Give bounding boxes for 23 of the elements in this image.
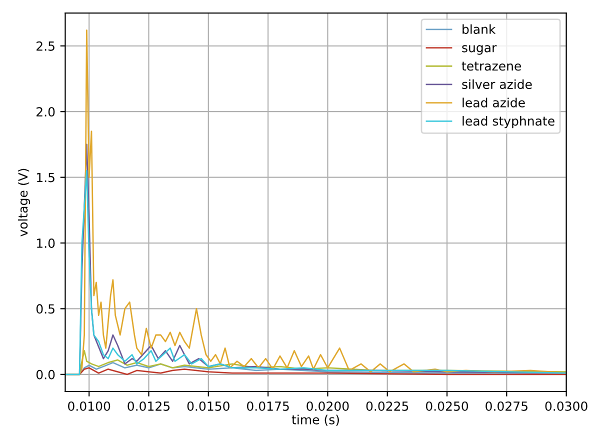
x-tick-label: 0.0175 xyxy=(247,401,289,411)
x-tick-label: 0.0250 xyxy=(426,401,468,411)
y-tick-label: 0.0 xyxy=(36,370,55,380)
legend-label: silver azide xyxy=(462,79,532,90)
x-tick-label: 0.0125 xyxy=(128,401,170,411)
x-tick-label: 0.0225 xyxy=(366,401,408,411)
y-tick-label: 0.5 xyxy=(36,304,54,314)
x-tick-label: 0.0300 xyxy=(545,401,588,411)
x-tick-label: 0.0200 xyxy=(306,401,349,411)
y-tick-label: 2.5 xyxy=(36,41,54,51)
x-tick-label: 0.0150 xyxy=(187,401,230,411)
y-tick-label: 1.5 xyxy=(37,172,54,182)
legend-label: blank xyxy=(462,24,496,34)
x-tick-label: 0.0100 xyxy=(68,401,110,411)
y-tick-label: 2.0 xyxy=(36,107,55,117)
y-axis-title: voltage (V) xyxy=(18,168,30,236)
y-tick-label: 1.0 xyxy=(37,238,55,248)
legend-label: lead azide xyxy=(462,98,525,108)
x-axis-title: time (s) xyxy=(292,414,339,426)
x-tick-label: 0.0275 xyxy=(486,401,528,411)
legend-label: tetrazene xyxy=(462,62,521,71)
legend-label: sugar xyxy=(462,45,497,55)
legend-label: lead styphnate xyxy=(462,116,554,128)
